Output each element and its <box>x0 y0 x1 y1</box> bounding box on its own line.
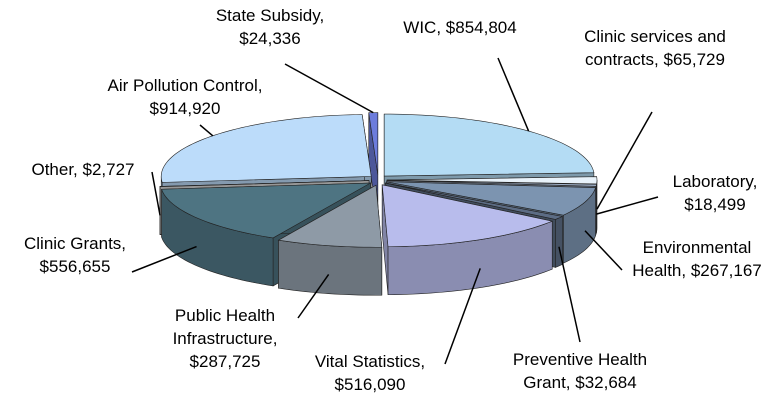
slice-top <box>159 180 370 188</box>
leader-line <box>199 124 214 137</box>
category-label: Laboratory, <box>672 172 758 191</box>
slice-wall <box>278 239 383 296</box>
category-label: Vital Statistics, <box>314 352 426 371</box>
value-label: $267,167 <box>690 261 762 280</box>
category-label: Environmental Health, <box>632 238 752 280</box>
slice-top <box>383 113 595 177</box>
value-label: $2,727 <box>82 160 135 179</box>
slice-top <box>277 184 383 248</box>
slice-top <box>385 182 564 220</box>
value-label: $65,729 <box>663 50 725 69</box>
leader-line <box>596 111 653 210</box>
category-label: State Subsidy, <box>215 6 325 25</box>
leader-line <box>596 196 659 215</box>
value-label: $914,920 <box>149 99 221 118</box>
data-label: Public Health Infrastructure, $287,725 <box>140 304 310 373</box>
data-label: Other, $2,727 <box>8 158 158 181</box>
value-label: $18,499 <box>684 195 746 214</box>
category-label: Public Health Infrastructure, <box>172 306 278 348</box>
data-label: State Subsidy, $24,336 <box>195 4 345 50</box>
leader-line <box>284 63 374 114</box>
slice-top <box>386 180 597 187</box>
slice-top <box>161 182 371 239</box>
leader-line <box>584 230 623 271</box>
data-label: Vital Statistics, $516,090 <box>295 350 445 396</box>
value-label: $516,090 <box>334 375 406 394</box>
category-label: Air Pollution Control, <box>107 76 263 95</box>
data-label: Clinic Grants, $556,655 <box>15 232 135 278</box>
data-label: WIC, $854,804 <box>400 16 520 39</box>
value-label: $24,336 <box>239 29 301 48</box>
leader-line <box>497 57 530 132</box>
category-label: WIC, <box>403 18 442 37</box>
data-label: Preventive Health Grant, $32,684 <box>490 348 670 394</box>
value-label: $854,804 <box>445 18 517 37</box>
slice-top <box>160 114 372 183</box>
slice-wall <box>595 184 597 235</box>
slice-top <box>386 176 598 185</box>
data-label: Clinic services and contracts, $65,729 <box>575 25 735 71</box>
leader-line <box>444 268 481 365</box>
leader-line <box>297 274 330 319</box>
value-label: $287,725 <box>189 352 261 371</box>
leader-line <box>558 246 581 343</box>
data-label: Laboratory, $18,499 <box>655 170 775 216</box>
slice-top <box>381 184 554 248</box>
slice-top <box>386 181 596 216</box>
leader-line <box>131 245 197 273</box>
category-label: Clinic Grants, <box>23 234 127 253</box>
leader-line <box>151 171 161 216</box>
value-label: $556,655 <box>39 257 111 276</box>
value-label: $32,684 <box>575 373 637 392</box>
category-label: Preventive Health Grant, <box>512 350 648 392</box>
category-label: Clinic services and contracts, <box>584 27 726 69</box>
category-label: Other, <box>31 160 78 179</box>
data-label: Environmental Health, $267,167 <box>622 236 772 282</box>
data-label: Air Pollution Control, $914,920 <box>95 74 275 120</box>
